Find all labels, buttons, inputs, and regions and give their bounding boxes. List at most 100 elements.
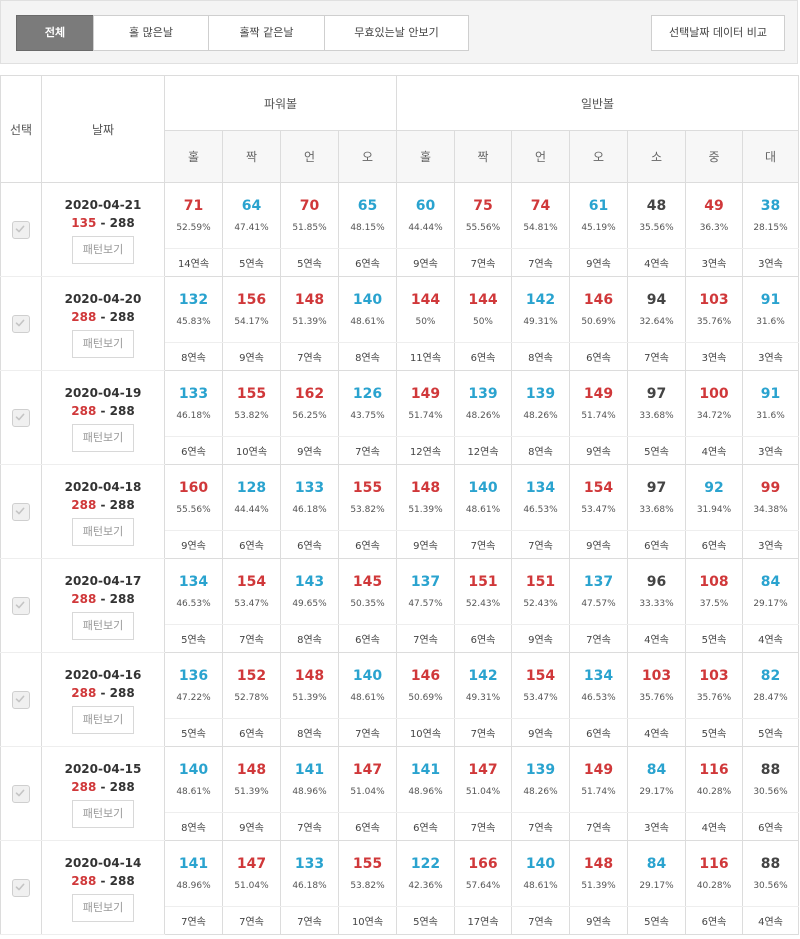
stat-count: 84	[646, 762, 667, 778]
stat-percent: 35.76%	[639, 693, 674, 703]
row-checkbox[interactable]	[12, 879, 30, 898]
stat-percent: 35.76%	[696, 693, 732, 703]
stat-count: 137	[410, 574, 441, 590]
streak-cell-nb-odd: 7연속	[396, 624, 455, 653]
stat-percent: 48.61%	[176, 787, 211, 797]
stat-percent: 50.69%	[408, 693, 443, 703]
filter-all-button[interactable]: 전체	[16, 15, 94, 51]
stat-cell-pb-odd: 136 47.22%	[164, 652, 223, 719]
stat-cell-nb-large: 88 30.56%	[742, 746, 799, 813]
stat-cell-pb-odd: 133 46.18%	[164, 370, 223, 437]
stat-percent: 51.74%	[408, 411, 443, 421]
stat-cell-pb-over: 65 48.15%	[338, 182, 397, 249]
row-checkbox[interactable]	[12, 691, 30, 710]
row-checkbox[interactable]	[12, 597, 30, 616]
streak-cell-nb-odd: 9연속	[396, 530, 455, 559]
stat-count: 82	[760, 668, 781, 684]
column-header-nb-over: 오	[569, 130, 628, 183]
streak-cell-pb-under: 7연속	[280, 812, 339, 841]
row-select-cell	[0, 558, 42, 653]
stat-percent: 54.17%	[234, 317, 269, 327]
stat-count: 103	[699, 668, 729, 684]
stat-cell-nb-odd: 148 51.39%	[396, 464, 455, 531]
stat-percent: 51.04%	[350, 787, 385, 797]
stat-percent: 47.57%	[408, 599, 443, 609]
streak-cell-nb-medium: 4연속	[685, 436, 743, 465]
streak-cell-pb-even: 7연속	[222, 906, 281, 935]
stat-percent: 40.28%	[696, 787, 732, 797]
streak-cell-nb-under: 9연속	[511, 624, 570, 653]
stat-percent: 52.43%	[523, 599, 558, 609]
stat-percent: 48.61%	[465, 505, 501, 515]
pattern-view-button[interactable]: 패턴보기	[72, 235, 134, 264]
stat-cell-nb-medium: 103 35.76%	[685, 652, 743, 719]
row-checkbox[interactable]	[12, 503, 30, 522]
stat-percent: 51.39%	[408, 505, 443, 515]
stat-percent: 48.15%	[350, 223, 385, 233]
stat-percent: 33.68%	[639, 505, 674, 515]
streak-cell-pb-under: 5연속	[280, 248, 339, 277]
pattern-view-button[interactable]: 패턴보기	[72, 799, 134, 828]
filter-hide-invalid-button[interactable]: 무효있는날 안보기	[324, 15, 469, 51]
stat-count: 139	[468, 386, 498, 402]
pattern-view-button[interactable]: 패턴보기	[72, 517, 134, 546]
streak-cell-nb-small: 4연속	[627, 624, 686, 653]
row-checkbox[interactable]	[12, 221, 30, 240]
stat-percent: 33.33%	[639, 599, 674, 609]
streak-cell-nb-small: 7연속	[627, 342, 686, 371]
streak-cell-nb-small: 5연속	[627, 436, 686, 465]
pattern-view-button[interactable]: 패턴보기	[72, 423, 134, 452]
stat-percent: 47.22%	[176, 693, 211, 703]
stat-count: 146	[410, 668, 441, 684]
stat-cell-nb-even: 75 55.56%	[454, 182, 512, 249]
stat-cell-nb-under: 151 52.43%	[511, 558, 570, 625]
stat-count: 88	[760, 762, 781, 778]
pattern-view-button[interactable]: 패턴보기	[72, 329, 134, 358]
stat-count: 116	[699, 856, 729, 872]
date-cell: 2020-04-14 288 - 288 패턴보기	[41, 840, 165, 935]
streak-cell-pb-even: 5연속	[222, 248, 281, 277]
pattern-view-button[interactable]: 패턴보기	[72, 611, 134, 640]
streak-cell-nb-large: 3연속	[742, 530, 799, 559]
pattern-view-button[interactable]: 패턴보기	[72, 705, 134, 734]
stat-percent: 31.6%	[756, 317, 785, 327]
stat-cell-nb-under: 140 48.61%	[511, 840, 570, 907]
streak-cell-pb-odd: 5연속	[164, 718, 223, 747]
stat-cell-pb-over: 126 43.75%	[338, 370, 397, 437]
pattern-view-button[interactable]: 패턴보기	[72, 893, 134, 922]
row-checkbox[interactable]	[12, 785, 30, 804]
row-checkbox[interactable]	[12, 315, 30, 334]
streak-cell-nb-medium: 3연속	[685, 342, 743, 371]
score-count: 135	[71, 215, 97, 230]
stat-count: 141	[410, 762, 441, 778]
stat-percent: 28.15%	[753, 223, 788, 233]
score-total: 288	[109, 591, 135, 606]
date-cell: 2020-04-19 288 - 288 패턴보기	[41, 370, 165, 465]
stat-cell-nb-under: 154 53.47%	[511, 652, 570, 719]
stat-cell-nb-over: 137 47.57%	[569, 558, 628, 625]
streak-row: 5연속 6연속 8연속 7연속 10연속 7연속 9연속 6연속 4연속 5연속 5연속	[1, 718, 799, 747]
stat-cell-nb-over: 146 50.69%	[569, 276, 628, 343]
stat-count: 139	[525, 386, 556, 402]
stat-count: 136	[178, 668, 209, 684]
score-count: 288	[71, 309, 97, 324]
row-checkbox[interactable]	[12, 409, 30, 428]
filter-odd-even-same-button[interactable]: 홀짝 같은날	[208, 15, 325, 51]
row-select-cell	[0, 840, 42, 935]
row-score: 288 - 288	[71, 591, 135, 606]
streak-cell-nb-even: 17연속	[454, 906, 512, 935]
filter-odd-many-button[interactable]: 홀 많은날	[93, 15, 209, 51]
stat-percent: 43.75%	[350, 411, 385, 421]
row-score: 288 - 288	[71, 403, 135, 418]
streak-row: 8연속 9연속 7연속 8연속 11연속 6연속 8연속 6연속 7연속 3연속 3연속	[1, 342, 799, 371]
streak-cell-nb-over: 9연속	[569, 906, 628, 935]
stat-count: 148	[583, 856, 614, 872]
stat-cell-nb-medium: 92 31.94%	[685, 464, 743, 531]
stat-count: 108	[699, 574, 729, 590]
row-select-cell	[0, 182, 42, 277]
compare-selected-dates-button[interactable]: 선택날짜 데이터 비교	[651, 15, 785, 51]
streak-cell-nb-odd: 12연속	[396, 436, 455, 465]
stat-count: 146	[583, 292, 614, 308]
streak-cell-nb-over: 9연속	[569, 436, 628, 465]
stat-count: 84	[760, 574, 781, 590]
